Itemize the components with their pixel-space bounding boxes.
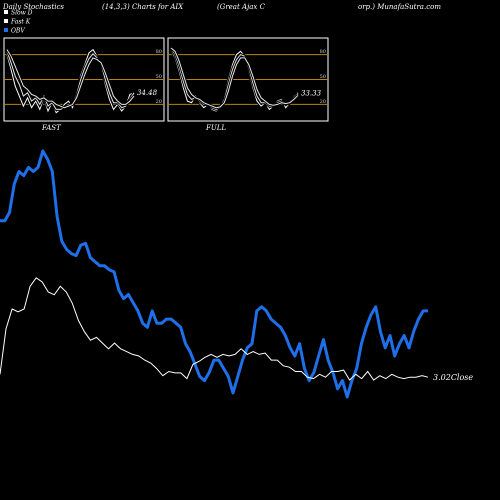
legend-label: Slow D: [11, 10, 33, 17]
legend-label: OBV: [11, 28, 25, 35]
header-subtitle: (14,3,3) Charts for AIX: [102, 3, 184, 11]
full-y-tick: 20: [320, 99, 326, 105]
fast-y-tick: 50: [156, 74, 162, 80]
obv-line: [0, 149, 428, 399]
fast-y-tick: 80: [156, 49, 162, 55]
legend-swatch: [4, 28, 8, 32]
full-panel-label: FULL: [205, 124, 226, 132]
header-company: (Great Ajax C: [217, 3, 265, 11]
price-obv-chart: 3.02Close: [0, 149, 473, 399]
full-series-line: [170, 47, 299, 109]
fast-series-line: [6, 49, 135, 109]
header-site: orp.) MunafaSutra.com: [358, 3, 441, 11]
fast-y-tick: 20: [156, 99, 162, 105]
chart-legend: Slow D Fast K OBV: [4, 10, 33, 35]
fast-stochastic-panel: 80 50 20 34.48 FAST: [3, 37, 165, 132]
full-y-tick: 50: [320, 74, 326, 80]
price-close-label: 3.02Close: [433, 373, 473, 382]
legend-swatch: [4, 10, 8, 14]
header-title: Daily Stochastics: [3, 3, 65, 11]
price-line: [0, 277, 429, 381]
fast-panel-label: FAST: [41, 124, 62, 132]
fast-value-label: 34.48: [137, 89, 158, 97]
legend-swatch: [4, 19, 8, 23]
full-y-tick: 80: [320, 49, 326, 55]
legend-label: Fast K: [10, 19, 31, 26]
full-value-label: 33.33: [301, 90, 322, 98]
